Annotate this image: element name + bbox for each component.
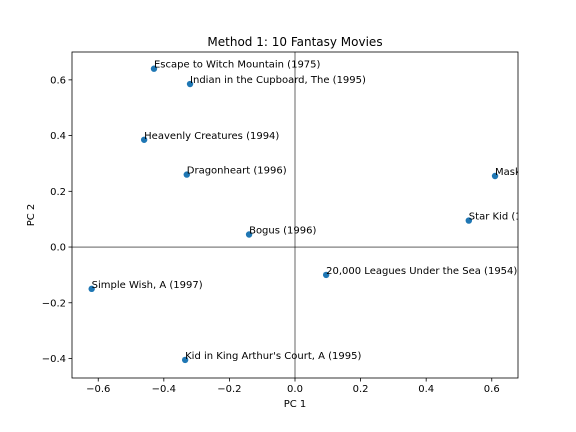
data-point <box>465 217 473 224</box>
data-point <box>140 136 148 143</box>
y-tick-label: −0.4 <box>42 354 66 365</box>
data-point <box>181 356 189 364</box>
x-tick-label: 0.0 <box>287 384 303 395</box>
data-point <box>245 231 253 238</box>
data-point <box>183 171 190 178</box>
point-label: Escape to Witch Mountain (1975) <box>154 60 321 71</box>
y-tick-label: 0.2 <box>50 187 66 198</box>
x-tick-label: −0.6 <box>86 384 110 395</box>
x-tick-label: −0.2 <box>217 384 241 395</box>
y-axis-label: PC 2 <box>26 204 37 227</box>
data-point <box>322 271 330 279</box>
point-label: Dragonheart (1996) <box>187 166 287 177</box>
x-tick-label: 0.6 <box>484 384 500 395</box>
data-point <box>491 172 499 180</box>
data-point <box>186 80 194 88</box>
x-tick-label: −0.4 <box>152 384 176 395</box>
point-label: Star Kid (1997) <box>469 212 545 223</box>
x-tick-label: 0.2 <box>353 384 369 395</box>
data-points <box>88 65 499 364</box>
point-label: Bogus (1996) <box>249 226 316 237</box>
reference-lines <box>72 52 518 378</box>
x-axis-label: PC 1 <box>284 399 307 410</box>
x-axis-ticks: −0.6 −0.4 −0.2 0.0 0.2 0.4 0.6 <box>86 378 500 395</box>
chart-title: Method 1: 10 Fantasy Movies <box>207 35 382 49</box>
point-label: Mask, The (1994) <box>495 167 576 178</box>
point-label: Heavenly Creatures (1994) <box>144 131 279 142</box>
point-label: Indian in the Cupboard, The (1995) <box>190 75 366 86</box>
y-tick-label: 0.4 <box>50 131 66 142</box>
y-axis-ticks: −0.4 −0.2 0.0 0.2 0.4 0.6 <box>42 75 72 365</box>
y-tick-label: 0.0 <box>50 243 66 254</box>
point-label: Simple Wish, A (1997) <box>92 280 203 291</box>
x-tick-label: 0.4 <box>418 384 434 395</box>
point-label: Kid in King Arthur's Court, A (1995) <box>185 351 361 362</box>
y-tick-label: 0.6 <box>50 75 66 86</box>
data-point <box>150 65 158 72</box>
point-labels: Escape to Witch Mountain (1975) Indian in… <box>92 60 576 362</box>
data-point <box>88 285 95 293</box>
plot-frame <box>71 51 519 379</box>
point-label: 20,000 Leagues Under the Sea (1954) <box>326 266 517 277</box>
y-tick-label: −0.2 <box>42 298 66 309</box>
